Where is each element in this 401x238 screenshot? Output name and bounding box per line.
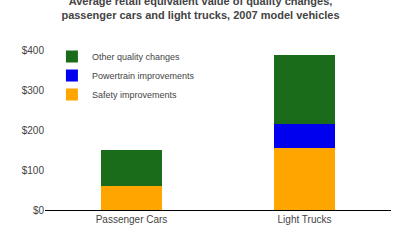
svg-text:Light Trucks: Light Trucks	[278, 214, 332, 225]
svg-text:$400: $400	[22, 45, 45, 56]
svg-text:$300: $300	[22, 85, 45, 96]
svg-text:Safety improvements: Safety improvements	[92, 90, 177, 100]
svg-text:Passenger Cars: Passenger Cars	[96, 214, 168, 225]
svg-text:Average retail equivalent valu: Average retail equivalent value of quali…	[61, 0, 339, 21]
svg-text:Powertrain improvements: Powertrain improvements	[92, 71, 195, 81]
svg-text:$100: $100	[22, 165, 45, 176]
svg-text:$0: $0	[33, 205, 45, 216]
svg-text:Other quality changes: Other quality changes	[92, 52, 180, 62]
svg-text:$200: $200	[22, 125, 45, 136]
